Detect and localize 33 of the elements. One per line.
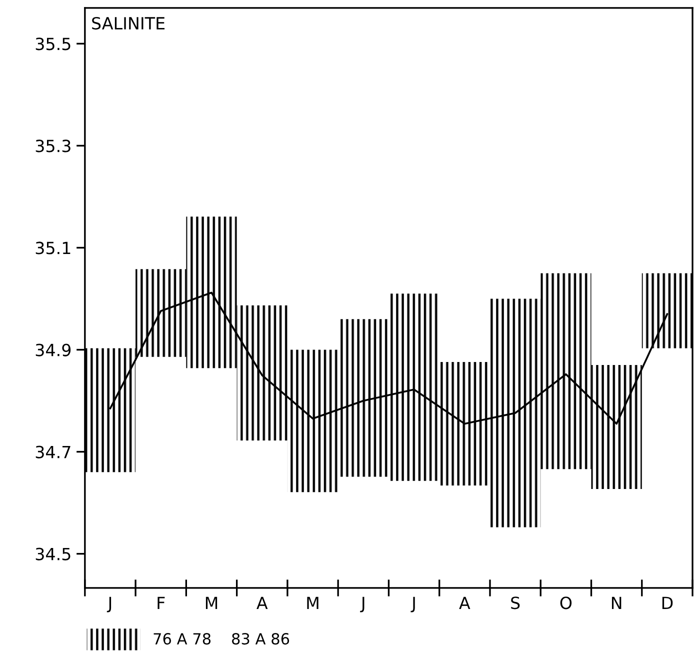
x-tick-label: O [560, 596, 572, 610]
x-tick-label: A [256, 596, 268, 609]
bar [642, 273, 693, 348]
bar [136, 269, 186, 357]
bar [186, 216, 237, 368]
legend-label: 76 A 78 83 A 86 [154, 633, 290, 645]
y-tick-label: 34.5 [36, 548, 70, 560]
y-tick-label: 35.1 [36, 242, 70, 254]
y-tick-label: 35.3 [36, 140, 70, 152]
x-tick-label: N [612, 596, 622, 609]
bar [338, 319, 389, 477]
x-tick-label: F [158, 596, 165, 609]
bar [287, 350, 338, 492]
bar [388, 294, 440, 481]
y-tick-label: 35.5 [36, 38, 70, 50]
bar [591, 365, 642, 490]
chart-title: SALINITE [92, 16, 165, 30]
y-tick-label: 34.7 [36, 446, 70, 458]
x-tick-label: J [410, 596, 415, 612]
bar [236, 305, 288, 441]
x-tick-label: M [206, 596, 218, 609]
bar [84, 348, 136, 472]
y-tick-label: 34.9 [36, 344, 71, 356]
line-series [109, 292, 668, 425]
bar [540, 273, 592, 470]
x-tick-label: J [360, 596, 364, 612]
bar [490, 298, 541, 528]
bar [439, 362, 490, 486]
x-tick-label: J [106, 596, 112, 612]
x-tick-label: M [307, 596, 318, 609]
x-tick-label: D [662, 596, 673, 609]
x-tick-label: A [459, 596, 470, 609]
x-tick-label: S [511, 596, 520, 610]
